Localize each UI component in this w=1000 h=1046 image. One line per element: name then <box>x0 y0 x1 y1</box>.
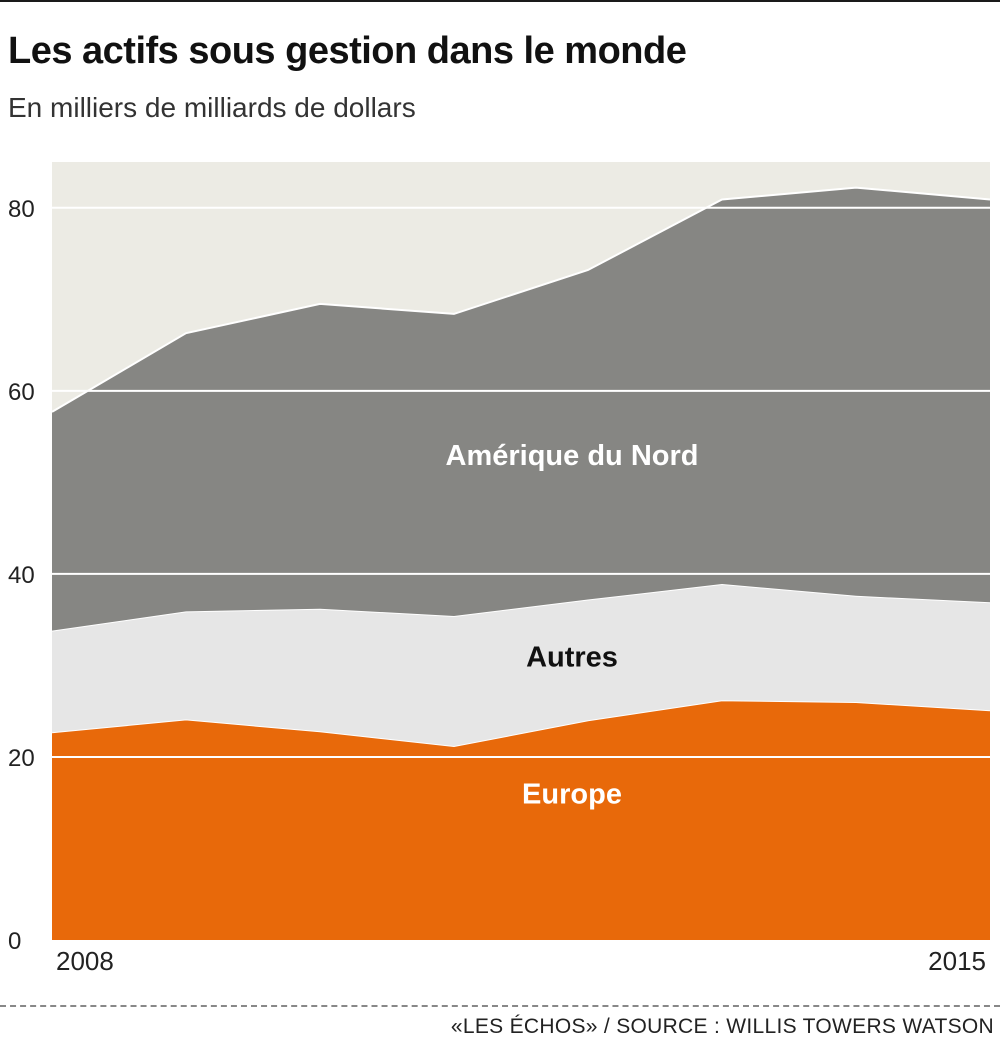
area-edge-europe <box>51 699 991 748</box>
y-tick-label: 20 <box>8 745 35 772</box>
y-tick-label: 0 <box>8 928 21 955</box>
series-label-amerique-du-nord: Amérique du Nord <box>446 440 699 472</box>
y-tick-label: 40 <box>8 562 35 589</box>
chart-subtitle: En milliers de milliards de dollars <box>8 92 416 123</box>
series-label-europe: Europe <box>522 779 622 811</box>
chart-title: Les actifs sous gestion dans le monde <box>8 30 687 72</box>
x-tick-label: 2008 <box>56 946 114 976</box>
area-autres <box>52 584 990 746</box>
area-edge-amerique-du-nord <box>51 186 991 413</box>
y-tick-label: 80 <box>8 196 35 223</box>
footer-rule <box>0 1005 1000 1007</box>
y-tick-label: 60 <box>8 379 35 406</box>
area-amerique-du-nord <box>52 187 990 631</box>
stacked-area-chart: 0 20 40 60 80 2008 2015 Europe Autres Amérique du… <box>8 162 991 976</box>
area-europe <box>52 700 990 940</box>
x-tick-label: 2015 <box>928 946 986 976</box>
top-rule <box>0 0 1000 2</box>
source-note: «LES ÉCHOS» / SOURCE : WILLIS TOWERS WAT… <box>450 1015 994 1038</box>
series-label-autres: Autres <box>526 641 618 673</box>
